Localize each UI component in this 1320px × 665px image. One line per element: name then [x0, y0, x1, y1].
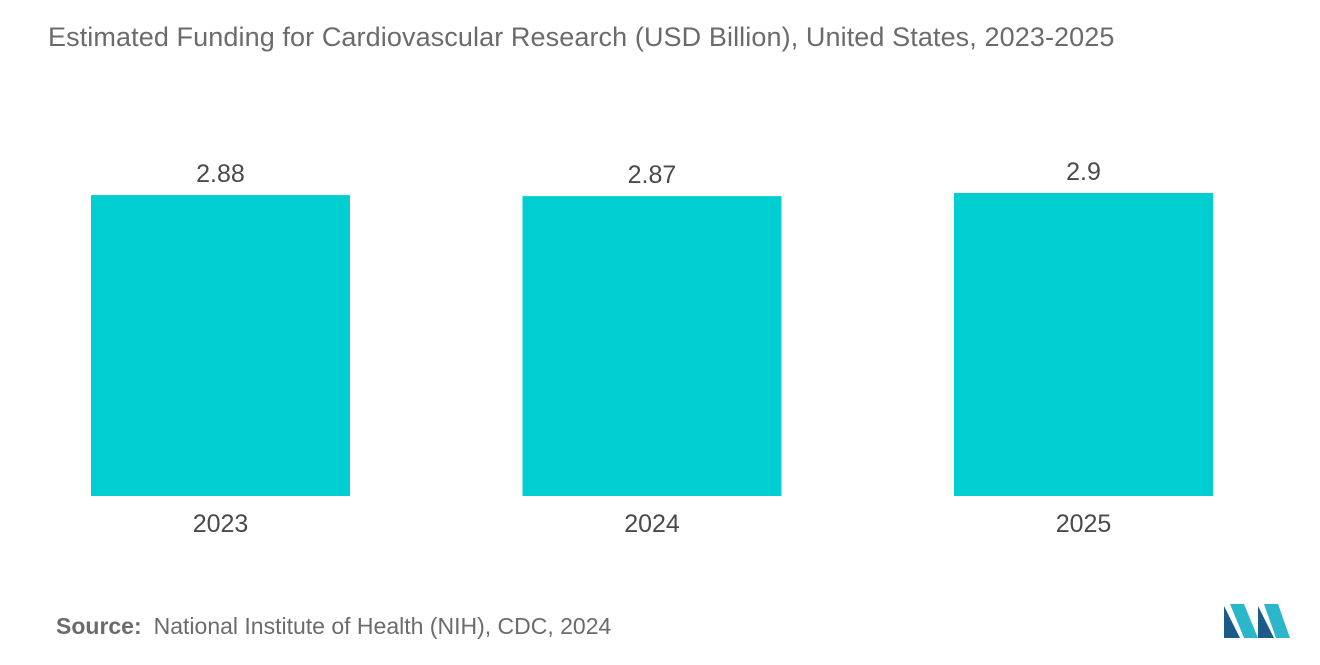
x-tick-label-2023: 2023 [193, 510, 249, 538]
x-axis-tick-labels: 2023 2024 2025 [193, 510, 1112, 538]
bar-2025 [954, 193, 1213, 496]
x-tick-label-2024: 2024 [624, 510, 680, 538]
chart-title: Estimated Funding for Cardiovascular Res… [48, 22, 1115, 52]
x-tick-label-2025: 2025 [1056, 510, 1112, 538]
bar-chart: 2.88 2.87 2.9 2023 2024 2025 [91, 158, 1213, 538]
mordor-intelligence-logo-icon [1224, 604, 1290, 638]
value-label-2025: 2.9 [1066, 158, 1101, 186]
value-label-2024: 2.87 [628, 161, 677, 189]
value-labels-group: 2.88 2.87 2.9 [196, 158, 1101, 189]
source-label: Source: [56, 613, 142, 639]
bar-2024 [522, 196, 782, 497]
source-text: National Institute of Health (NIH), CDC,… [153, 613, 612, 639]
value-label-2023: 2.88 [196, 160, 245, 188]
source-note: Source: National Institute of Health (NIH… [56, 613, 611, 640]
bar-2023 [91, 195, 350, 496]
bars-group [91, 193, 1213, 497]
